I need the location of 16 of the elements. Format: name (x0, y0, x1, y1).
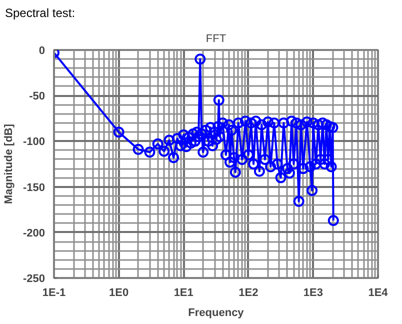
x-tick-label: 1E2 (238, 287, 258, 299)
x-axis-title: Frequency (188, 307, 245, 319)
y-tick-label: -150 (22, 182, 46, 194)
x-tick-label: 1E4 (368, 287, 389, 299)
y-tick-label: -200 (22, 227, 46, 240)
y-tick-label: 0 (38, 45, 46, 57)
x-tick-label: 1E0 (109, 287, 129, 299)
y-tick-label: -250 (22, 273, 46, 285)
y-tick-label: -50 (29, 90, 46, 103)
x-tick-label: 1E-1 (42, 287, 66, 299)
x-tick-label: 1E3 (303, 287, 323, 299)
y-tick-label: -100 (22, 136, 46, 148)
text: Spectral test: (5, 5, 76, 22)
chart-title: FFT (206, 33, 226, 45)
y-axis-title: Magnitude [dB] (2, 124, 15, 204)
x-tick-label: 1E1 (174, 287, 194, 299)
